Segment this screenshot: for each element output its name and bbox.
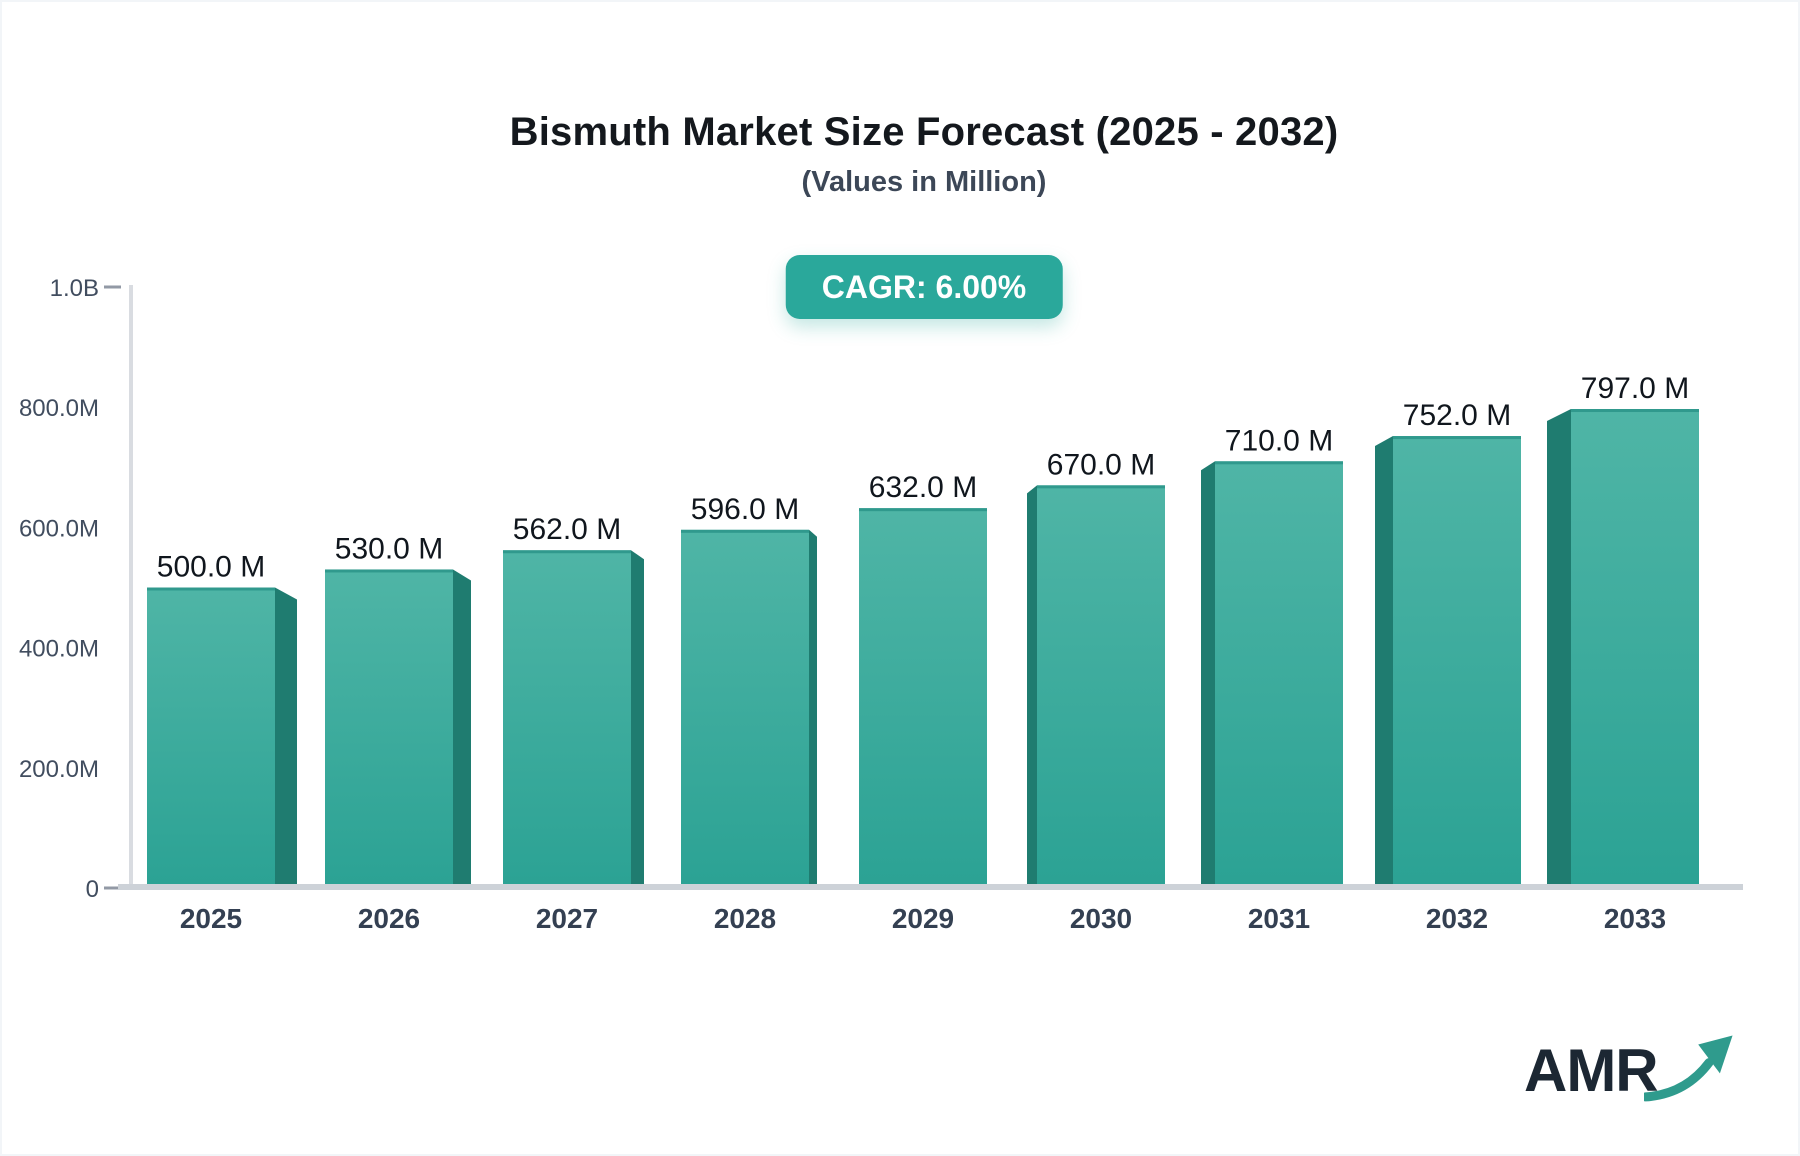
bar-side-face (809, 529, 817, 888)
bar-value-label: 797.0 M (1581, 372, 1689, 405)
growth-arrow-icon (1643, 1035, 1733, 1102)
bar-2026: 530.0 M 2026 (325, 532, 471, 934)
bar-front-face (859, 508, 987, 888)
bar-value-label: 752.0 M (1403, 399, 1511, 432)
x-axis-label: 2030 (1070, 903, 1132, 934)
bar-front-face (325, 569, 453, 888)
bar-side-face (1201, 461, 1215, 888)
y-axis-label: 200.0M (19, 756, 99, 783)
bar-value-label: 632.0 M (869, 471, 977, 504)
bar-value-label: 500.0 M (157, 551, 265, 584)
bar-top-edge (503, 550, 631, 554)
y-axis-label: 800.0M (19, 395, 99, 422)
bar-top-edge (1571, 409, 1699, 413)
bar-value-label: 710.0 M (1225, 424, 1333, 457)
bar-front-face (1393, 436, 1521, 888)
x-axis-label: 2028 (714, 903, 776, 934)
bar-front-face (503, 550, 631, 888)
y-axis-label: 0 (86, 876, 99, 903)
bar-front-face (1571, 409, 1699, 888)
bar-side-face (1027, 485, 1037, 888)
bar-top-edge (859, 508, 987, 512)
bar-top-edge (1215, 461, 1343, 465)
bar-side-face (453, 569, 471, 888)
bar-front-face (147, 587, 275, 888)
bar-2029: 632.0 M 2029 (859, 471, 987, 934)
amr-logo: AMR (1524, 1026, 1734, 1116)
bar-front-face (681, 529, 809, 888)
bar-side-face (1375, 436, 1393, 888)
bar-2033: 797.0 M 2033 (1547, 372, 1699, 934)
bar-side-face (1547, 409, 1571, 888)
bar-side-face (275, 587, 297, 888)
x-axis-label: 2027 (536, 903, 598, 934)
bar-top-edge (325, 569, 453, 573)
bar-front-face (1037, 485, 1165, 888)
bar-value-label: 562.0 M (513, 513, 621, 546)
amr-logo-text: AMR (1524, 1037, 1659, 1104)
bar-front-face (1215, 461, 1343, 888)
bar-side-face (631, 550, 644, 888)
bar-2027: 562.0 M 2027 (503, 513, 644, 934)
x-axis-label: 2033 (1604, 903, 1666, 934)
bar-top-edge (681, 529, 809, 533)
x-axis-label: 2031 (1248, 903, 1310, 934)
x-axis-label: 2032 (1426, 903, 1488, 934)
y-axis-label: 1.0B (50, 275, 99, 302)
chart-subtitle: (Values in Million) (801, 166, 1047, 198)
bar-top-edge (1393, 436, 1521, 440)
bar-value-label: 596.0 M (691, 493, 799, 526)
bar-2032: 752.0 M 2032 (1375, 399, 1521, 934)
y-axis-label: 600.0M (19, 515, 99, 542)
y-axis-label: 400.0M (19, 636, 99, 663)
bar-value-label: 530.0 M (335, 532, 443, 565)
x-axis-label: 2026 (358, 903, 420, 934)
bar-2028: 596.0 M 2028 (681, 493, 817, 934)
bar-top-edge (147, 587, 275, 591)
x-axis-label: 2029 (892, 903, 954, 934)
bar-2025: 500.0 M 2025 (147, 551, 297, 934)
bar-2031: 710.0 M 2031 (1201, 424, 1343, 934)
bar-top-edge (1037, 485, 1165, 489)
bar-2030: 670.0 M 2030 (1027, 448, 1165, 934)
chart-title: Bismuth Market Size Forecast (2025 - 203… (509, 110, 1339, 154)
cagr-badge: CAGR: 6.00% (785, 255, 1063, 319)
x-axis-label: 2025 (180, 903, 242, 934)
bar-value-label: 670.0 M (1047, 448, 1155, 481)
